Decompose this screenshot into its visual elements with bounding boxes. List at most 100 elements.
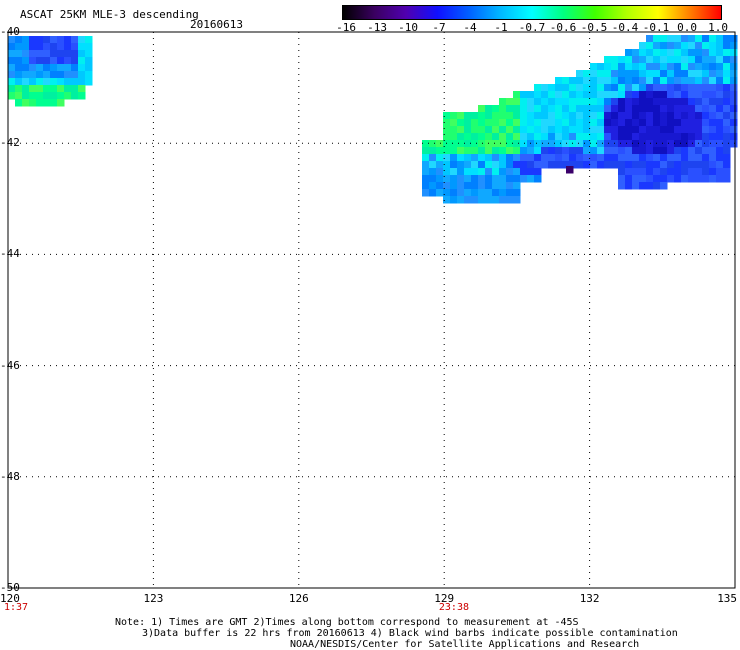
wind-cell	[499, 105, 507, 113]
wind-cell	[457, 119, 465, 127]
wind-cell	[527, 175, 535, 183]
wind-cell	[716, 91, 724, 99]
wind-cell	[695, 133, 703, 141]
wind-cell	[36, 71, 44, 79]
wind-cell	[625, 49, 633, 57]
wind-cell	[513, 175, 521, 183]
wind-cell	[464, 119, 472, 127]
wind-cell	[443, 112, 451, 120]
wind-cell	[681, 147, 689, 155]
wind-cell	[611, 133, 619, 141]
wind-cell	[625, 154, 633, 162]
wind-cell	[646, 98, 654, 106]
wind-cell	[492, 105, 500, 113]
wind-cell	[8, 64, 16, 72]
wind-cell	[611, 105, 619, 113]
wind-cell	[513, 105, 521, 113]
wind-cell	[499, 196, 507, 204]
wind-cell	[625, 63, 633, 71]
wind-cell	[639, 98, 647, 106]
wind-cell	[562, 77, 570, 85]
wind-cell	[702, 133, 710, 141]
wind-cell	[57, 71, 65, 79]
wind-cell	[653, 98, 661, 106]
wind-cell	[520, 91, 528, 99]
wind-cell	[78, 64, 86, 72]
wind-cell	[534, 175, 542, 183]
wind-cell	[583, 77, 591, 85]
longitude-label: 132	[579, 592, 600, 605]
wind-cell	[464, 196, 472, 204]
wind-cell	[478, 168, 486, 176]
wind-cell	[646, 112, 654, 120]
wind-cell	[583, 140, 591, 148]
wind-cell	[695, 147, 703, 155]
wind-cell	[681, 140, 689, 148]
longitude-label: 126	[288, 592, 309, 605]
wind-cell	[688, 133, 696, 141]
wind-cell	[555, 133, 563, 141]
wind-cell	[688, 42, 696, 50]
wind-cell	[541, 133, 549, 141]
wind-cell	[29, 85, 37, 93]
wind-cell	[611, 98, 619, 106]
wind-cell	[681, 56, 689, 64]
wind-cell	[618, 126, 626, 134]
wind-cell	[695, 70, 703, 78]
wind-cell	[527, 133, 535, 141]
wind-cell	[478, 189, 486, 197]
wind-cell	[583, 98, 591, 106]
wind-cell	[520, 98, 528, 106]
wind-cell	[485, 189, 493, 197]
wind-cell	[639, 168, 647, 176]
wind-swath-layer	[8, 35, 738, 204]
wind-cell	[653, 77, 661, 85]
wind-cell	[681, 70, 689, 78]
wind-cell	[632, 98, 640, 106]
wind-cell	[695, 42, 703, 50]
wind-cell	[632, 133, 640, 141]
wind-cell	[723, 84, 731, 92]
wind-cell	[555, 161, 563, 169]
wind-cell	[723, 161, 731, 169]
wind-cell	[625, 126, 633, 134]
wind-cell	[597, 70, 605, 78]
wind-cell	[499, 112, 507, 120]
wind-cell	[618, 168, 626, 176]
wind-cell	[471, 147, 479, 155]
wind-cell	[457, 140, 465, 148]
wind-cell	[730, 70, 738, 78]
wind-cell	[618, 140, 626, 148]
wind-cell	[520, 119, 528, 127]
wind-cell	[436, 154, 444, 162]
wind-cell	[667, 119, 675, 127]
wind-cell	[695, 119, 703, 127]
wind-cell	[597, 161, 605, 169]
wind-cell	[429, 182, 437, 190]
wind-cell	[562, 147, 570, 155]
wind-cell	[667, 56, 675, 64]
wind-cell	[646, 49, 654, 57]
wind-cell	[541, 105, 549, 113]
wind-cell	[548, 126, 556, 134]
wind-cell	[639, 49, 647, 57]
wind-cell	[660, 175, 668, 183]
wind-cell	[667, 77, 675, 85]
wind-cell	[464, 175, 472, 183]
wind-cell	[660, 70, 668, 78]
wind-cell	[660, 42, 668, 50]
wind-cell	[506, 147, 514, 155]
wind-cell	[478, 175, 486, 183]
wind-cell	[457, 112, 465, 120]
wind-cell	[618, 91, 626, 99]
wind-cell	[688, 49, 696, 57]
wind-cell	[639, 91, 647, 99]
wind-cell	[653, 35, 661, 43]
wind-cell	[50, 43, 58, 51]
wind-cell	[716, 175, 724, 183]
wind-cell	[50, 78, 58, 86]
wind-cell	[520, 105, 528, 113]
wind-cell	[527, 105, 535, 113]
wind-cell	[450, 126, 458, 134]
wind-cell	[548, 133, 556, 141]
